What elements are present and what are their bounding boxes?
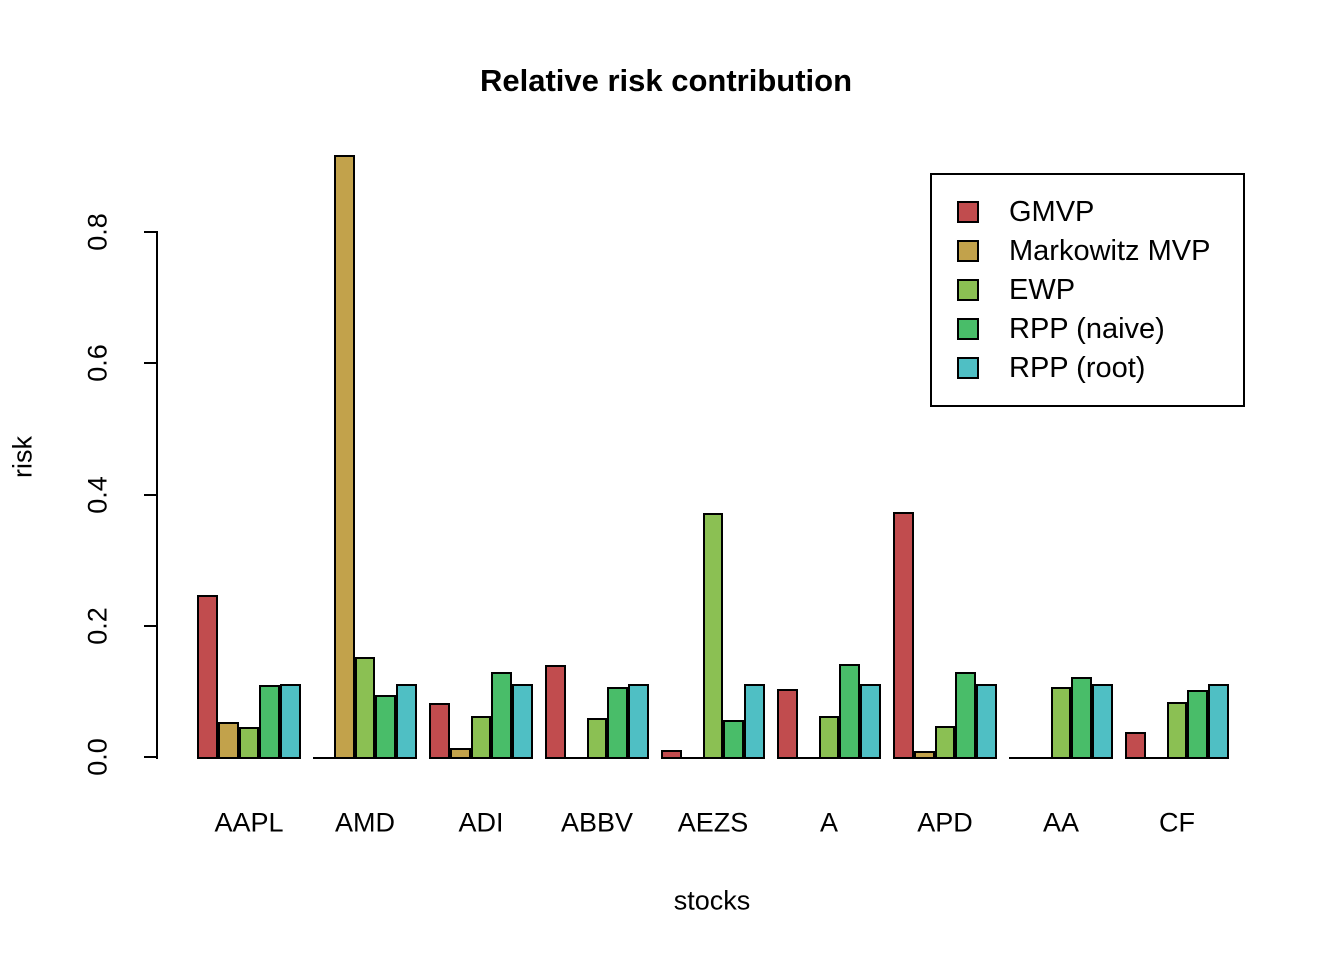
x-category-label-cf: CF xyxy=(1159,807,1195,838)
bar-aa-ewp xyxy=(1050,687,1072,759)
y-tick-mark xyxy=(144,493,158,496)
bar-abbv-gmvp xyxy=(545,665,566,759)
bar-cf-rpp-naive xyxy=(1187,690,1209,759)
bar-aapl-rpp-naive xyxy=(259,685,281,759)
y-tick-label-0.2: 0.2 xyxy=(82,607,113,645)
bar-adi-markowitz-mvp xyxy=(449,747,471,759)
legend-swatch-icon-ewp xyxy=(957,279,979,301)
bar-adi-gmvp xyxy=(429,703,450,759)
x-category-label-adi: ADI xyxy=(458,807,504,838)
x-category-label-abbv: ABBV xyxy=(560,807,634,838)
legend-label-gmvp: GMVP xyxy=(1009,195,1095,228)
y-tick-label-0.4: 0.4 xyxy=(82,475,113,514)
y-tick-mark xyxy=(144,624,158,627)
y-tick-label-0.6: 0.6 xyxy=(82,344,113,383)
bar-abbv-ewp xyxy=(586,717,608,759)
legend-swatch-icon-rpp-root xyxy=(957,357,979,379)
legend-swatch-icon-rpp-naive xyxy=(957,318,979,340)
bar-apd-markowitz-mvp xyxy=(913,751,935,759)
x-category-label-apd: APD xyxy=(917,807,973,838)
bar-aezs-ewp xyxy=(702,512,724,759)
legend-row-rpp-naive: RPP (naive) xyxy=(957,310,1243,349)
bar-cf-ewp xyxy=(1166,701,1188,759)
y-tick-mark xyxy=(144,231,158,234)
bar-aapl-gmvp xyxy=(197,594,218,759)
bar-aezs-gmvp xyxy=(661,750,682,759)
legend-row-gmvp: GMVP xyxy=(957,193,1243,232)
bar-aapl-rpp-root xyxy=(280,684,301,759)
bar-aezs-rpp-root xyxy=(744,684,765,759)
bar-aapl-markowitz-mvp xyxy=(217,722,239,759)
bar-abbv-rpp-naive xyxy=(607,686,629,759)
bar-amd-rpp-root xyxy=(396,684,417,759)
bar-a-rpp-root xyxy=(860,684,881,759)
bar-aa-rpp-naive xyxy=(1071,676,1093,759)
bar-aezs-rpp-naive xyxy=(723,720,745,759)
bar-abbv-rpp-root xyxy=(628,684,649,759)
bar-adi-ewp xyxy=(470,716,492,759)
legend-row-markowitz-mvp: Markowitz MVP xyxy=(957,232,1243,271)
x-category-label-aapl: AAPL xyxy=(214,807,284,838)
bar-apd-gmvp xyxy=(893,511,914,759)
bar-amd-rpp-naive xyxy=(375,695,397,759)
bar-apd-rpp-naive xyxy=(955,671,977,759)
legend-swatch-icon-gmvp xyxy=(957,201,979,223)
bar-cf-rpp-root xyxy=(1208,684,1229,759)
bar-amd-markowitz-mvp xyxy=(333,155,355,759)
legend-row-ewp: EWP xyxy=(957,271,1243,310)
y-tick-label-0.0: 0.0 xyxy=(82,738,113,776)
y-tick-mark xyxy=(144,756,158,758)
bar-amd-ewp xyxy=(354,657,376,759)
bar-apd-ewp xyxy=(934,726,956,759)
y-tick-mark xyxy=(144,362,158,365)
bar-adi-rpp-naive xyxy=(491,671,513,759)
legend-label-ewp: EWP xyxy=(1009,273,1076,306)
y-tick-label-0.8: 0.8 xyxy=(82,213,113,251)
bar-adi-rpp-root xyxy=(512,684,533,759)
legend-row-rpp-root: RPP (root) xyxy=(957,349,1243,388)
x-category-label-aa: AA xyxy=(1042,807,1080,838)
legend-box: GMVP Markowitz MVP EWP RPP (naive) RPP (root… xyxy=(930,173,1245,407)
legend-label-rpp-root: RPP (root) xyxy=(1009,351,1146,384)
bar-a-gmvp xyxy=(777,688,798,759)
x-axis-title: stocks xyxy=(673,885,751,916)
chart-title: Relative risk contribution xyxy=(479,63,853,98)
bar-apd-rpp-root xyxy=(976,684,997,759)
bar-cf-gmvp xyxy=(1125,732,1146,759)
x-category-label-aezs: AEZS xyxy=(677,807,749,838)
x-category-label-a: A xyxy=(819,807,839,838)
legend-label-rpp-naive: RPP (naive) xyxy=(1009,312,1165,345)
bar-a-rpp-naive xyxy=(839,663,861,759)
bar-aapl-ewp xyxy=(238,726,260,759)
bar-a-ewp xyxy=(818,716,840,759)
x-category-label-amd: AMD xyxy=(335,807,395,838)
legend-label-markowitz-mvp: Markowitz MVP xyxy=(1009,234,1211,267)
legend-swatch-icon-markowitz-mvp xyxy=(957,240,979,262)
bar-aa-rpp-root xyxy=(1092,684,1113,759)
